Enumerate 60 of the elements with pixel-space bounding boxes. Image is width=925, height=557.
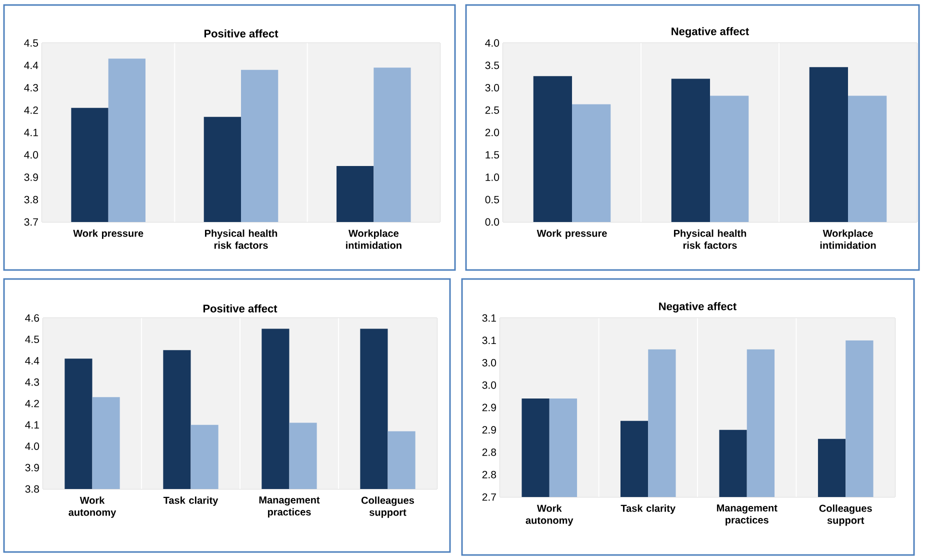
y-tick-label: 3.0 [482,359,496,366]
y-tick-label: 4.6 [25,314,40,322]
y-tick-label: 3.9 [24,174,38,181]
y-tick-label: 4.1 [25,421,39,428]
x-tick-label: Work autonomy [68,496,116,518]
y-tick-label: 3.5 [485,62,500,70]
x-tick-label: Work autonomy [526,504,574,526]
x-tick-label: Task clarity [620,504,676,514]
y-tick-label: 2.8 [482,470,496,478]
x-tick-label: Work pressure [536,230,607,239]
y-tick-label: 2.9 [482,426,496,434]
y-tick-label: 0.5 [485,196,500,204]
x-tick-label: Physical health risk factors [204,230,278,249]
y-tick-label: 3.7 [24,218,38,226]
chart-title: Negative affect [672,27,749,38]
chart-title: Positive affect [204,29,278,38]
bar [671,78,710,222]
x-tick-label: Management practices [716,504,778,526]
y-tick-label: 4.1 [24,128,38,136]
y-tick-label: 1.5 [486,151,500,159]
y-tick-label: 2.0 [485,128,500,136]
bar [572,104,611,222]
y-tick-label: 4.4 [24,62,38,69]
y-tick-label: 4.2 [24,106,38,114]
y-tick-label: 3.8 [24,196,38,204]
y-tick-label: 4.5 [25,336,40,344]
y-tick-label: 2.7 [482,493,496,501]
y-tick-label: 0.0 [485,218,500,226]
y-tick-label: 2.5 [485,106,500,114]
x-tick-label: Colleagues support [361,496,414,518]
chart-title: Positive affect [203,304,278,312]
x-tick-label: Colleagues support [819,504,872,526]
y-tick-label: 4.2 [25,400,39,408]
y-tick-label: 3.1 [482,314,496,322]
y-tick-label: 2.9 [482,404,496,412]
y-tick-label: 1.0 [486,174,500,181]
x-tick-label: Work pressure [73,230,144,239]
x-tick-label: Workplace intimidation [346,230,402,249]
bar [710,96,749,222]
chart-title: Negative affect [659,302,736,312]
y-tick-label: 2.8 [482,448,496,456]
y-tick-label: 3.0 [485,84,500,92]
x-tick-label: Management practices [259,496,320,518]
bar [809,67,848,222]
y-tick-label: 3.8 [25,485,40,493]
y-tick-label: 4.3 [24,84,38,92]
y-tick-label: 3.0 [482,381,496,389]
y-tick-label: 4.4 [25,357,40,364]
x-tick-label: Physical health risk factors [674,230,746,249]
y-tick-label: 4.3 [25,378,40,386]
y-tick-label: 4.0 [485,39,500,47]
y-tick-label: 4.5 [24,39,38,47]
y-tick-label: 3.9 [25,464,39,472]
y-tick-label: 3.1 [482,336,496,344]
y-tick-label: 4.0 [25,442,40,450]
bar [533,76,572,222]
y-tick-label: 4.0 [24,151,38,159]
x-tick-label: Workplace intimidation [820,230,876,249]
x-tick-label: Task clarity [163,496,218,506]
bar [848,96,887,222]
